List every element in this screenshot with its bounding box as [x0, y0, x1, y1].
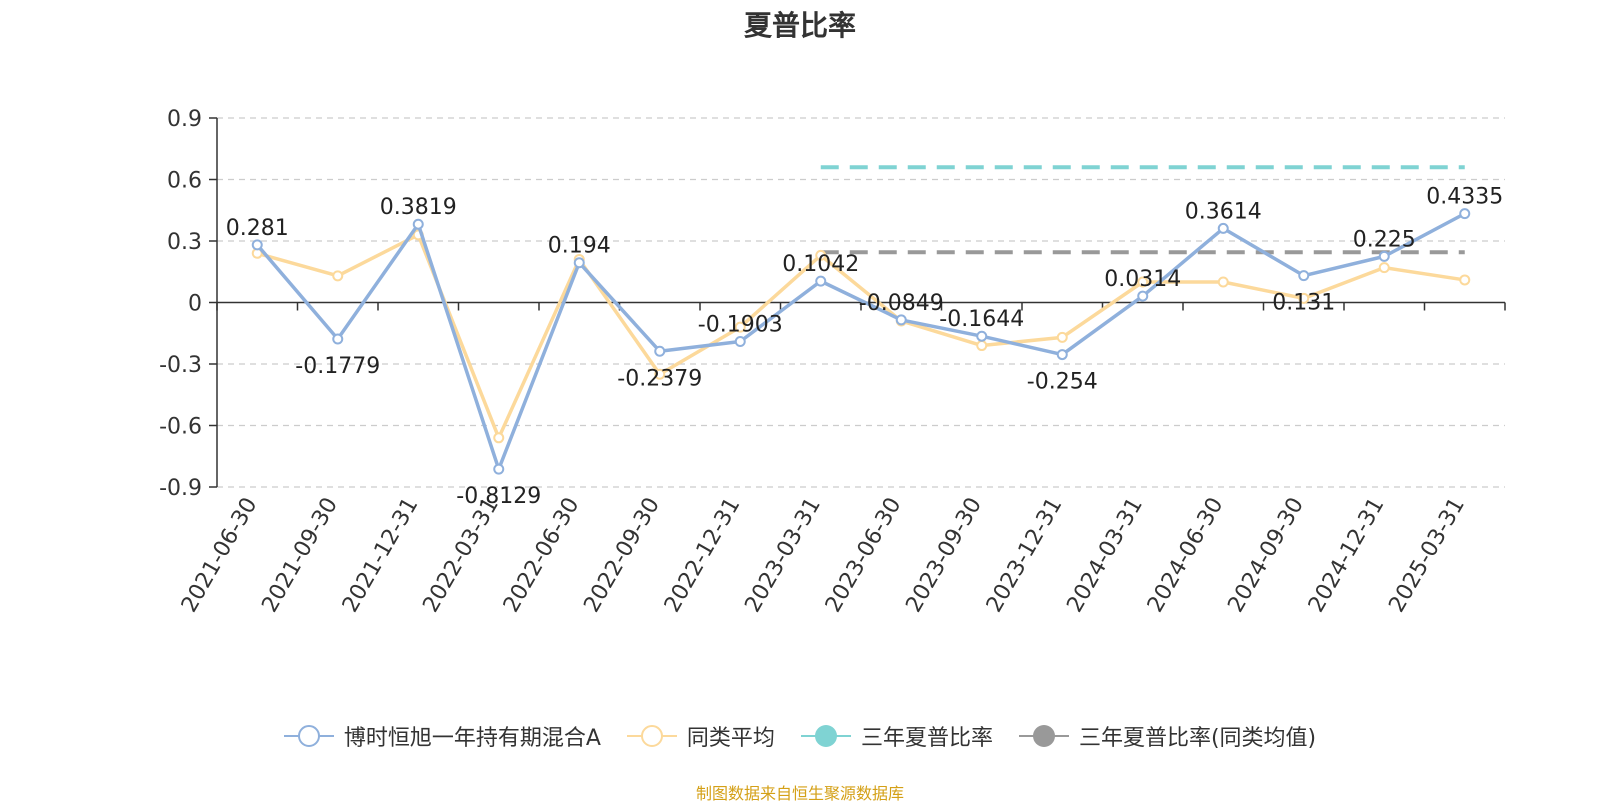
data-label: -0.8129: [456, 484, 541, 509]
data-label: 0.3819: [380, 195, 457, 220]
y-tick-label: 0.6: [167, 169, 202, 194]
legend: 博时恒旭一年持有期混合A 同类平均 三年夏普比率 三年夏普比率(同类均值): [0, 720, 1600, 752]
data-label: 0.131: [1272, 291, 1335, 316]
series-point-peer: [332, 270, 344, 282]
data-label: 0.0314: [1104, 267, 1181, 292]
legend-item-three-year-peer[interactable]: 三年夏普比率(同类均值): [1018, 720, 1317, 752]
legend-item-peer[interactable]: 同类平均: [626, 720, 775, 752]
series-point-peer: [493, 432, 505, 444]
series-point-peer: [1459, 274, 1471, 286]
y-tick-label: 0.9: [167, 107, 202, 132]
series-point-fund: [1217, 222, 1229, 234]
x-tick-label: 2022-12-31: [660, 494, 746, 617]
series-point-peer: [1056, 331, 1068, 343]
x-tick-label: 2021-06-30: [177, 494, 263, 617]
series-point-fund: [976, 330, 988, 342]
legend-label-three-year: 三年夏普比率: [860, 726, 993, 751]
legend-three-year-marker-icon: [800, 725, 851, 747]
y-tick-label: 0: [188, 292, 202, 317]
data-label: -0.1644: [939, 307, 1024, 332]
series-point-peer: [734, 321, 746, 333]
data-labels-layer: 0.281 -0.1779 0.3819 -0.8129 0.194 -0.2379 -0.…: [226, 185, 1503, 510]
series-point-peer: [1298, 292, 1310, 304]
legend-three-year-peer-marker-icon: [1018, 725, 1069, 747]
data-label: 0.194: [548, 234, 611, 259]
data-label: 0.281: [226, 216, 289, 241]
x-tick-label: 2023-06-30: [821, 494, 907, 617]
sharpe-ratio-chart: -0.9 -0.6 -0.3 0 0.3 0.6 0.9 2021-06-302021-09-…: [159, 107, 1506, 617]
legend-item-fund[interactable]: 博时恒旭一年持有期混合A: [283, 720, 601, 752]
series-point-peer: [815, 249, 827, 261]
y-tick-label: -0.3: [159, 353, 202, 378]
data-label: -0.0849: [859, 291, 944, 316]
data-label: 0.225: [1353, 227, 1416, 252]
series-point-fund: [1298, 270, 1310, 282]
x-tick-label: 2021-12-31: [338, 494, 424, 617]
series-layer: [251, 208, 1471, 475]
x-tick-label: 2022-03-31: [418, 494, 504, 617]
x-tick-label: 2023-09-30: [901, 494, 987, 617]
series-point-fund: [251, 239, 263, 251]
series-point-peer: [1137, 276, 1149, 288]
x-tick-label: 2025-03-31: [1384, 494, 1470, 617]
series-line-fund: [255, 212, 1466, 471]
series-point-fund: [815, 275, 827, 287]
series-point-fund: [734, 336, 746, 348]
data-label: 0.4335: [1426, 185, 1503, 210]
x-tick-label: 2024-12-31: [1304, 494, 1390, 617]
x-tick-label: 2024-06-30: [1143, 494, 1229, 617]
grid-layer: [217, 117, 1505, 488]
legend-label-three-year-peer: 三年夏普比率(同类均值): [1078, 726, 1317, 751]
y-tick-label: -0.9: [159, 476, 202, 501]
data-label: 0.3614: [1185, 199, 1262, 224]
legend-label-fund: 博时恒旭一年持有期混合A: [343, 726, 601, 751]
series-point-fund: [1056, 349, 1068, 361]
x-tick-label: 2023-12-31: [982, 494, 1068, 617]
reference-lines-layer: [820, 165, 1465, 255]
series-point-peer: [1378, 262, 1390, 274]
series-point-fund: [654, 345, 666, 357]
x-tick-label: 2024-03-31: [1062, 494, 1148, 617]
legend-fund-marker-icon: [283, 725, 334, 747]
y-tick-label: -0.6: [159, 415, 202, 440]
series-point-fund: [332, 333, 344, 345]
series-point-fund: [895, 314, 907, 326]
data-label: -0.2379: [617, 366, 702, 391]
series-point-fund: [1378, 250, 1390, 262]
data-label: 0.1042: [782, 252, 859, 277]
data-label: -0.1903: [698, 313, 783, 338]
source-note: 制图数据来自恒生聚源数据库: [695, 784, 904, 803]
series-point-peer: [1217, 276, 1229, 288]
legend-item-three-year[interactable]: 三年夏普比率: [800, 720, 993, 752]
series-point-peer: [976, 340, 988, 352]
data-label: -0.1779: [295, 354, 380, 379]
series-point-fund: [573, 257, 585, 269]
x-tick-label: 2022-06-30: [499, 494, 585, 617]
x-tick-label: 2023-03-31: [740, 494, 826, 617]
series-line-peer: [256, 233, 1466, 440]
x-tick-label: 2021-09-30: [257, 494, 343, 617]
series-point-fund: [1137, 290, 1149, 302]
y-tick-label: 0.3: [167, 230, 202, 255]
legend-label-peer: 同类平均: [686, 726, 775, 751]
legend-peer-marker-icon: [626, 725, 677, 747]
data-label: -0.254: [1027, 370, 1098, 395]
series-point-peer: [654, 368, 666, 380]
x-tick-label: 2024-09-30: [1223, 494, 1309, 617]
series-point-fund: [412, 218, 424, 230]
series-point-fund: [493, 463, 505, 475]
series-point-fund: [1459, 208, 1471, 220]
x-tick-label: 2022-09-30: [579, 494, 665, 617]
chart-title: 夏普比率: [743, 9, 856, 42]
